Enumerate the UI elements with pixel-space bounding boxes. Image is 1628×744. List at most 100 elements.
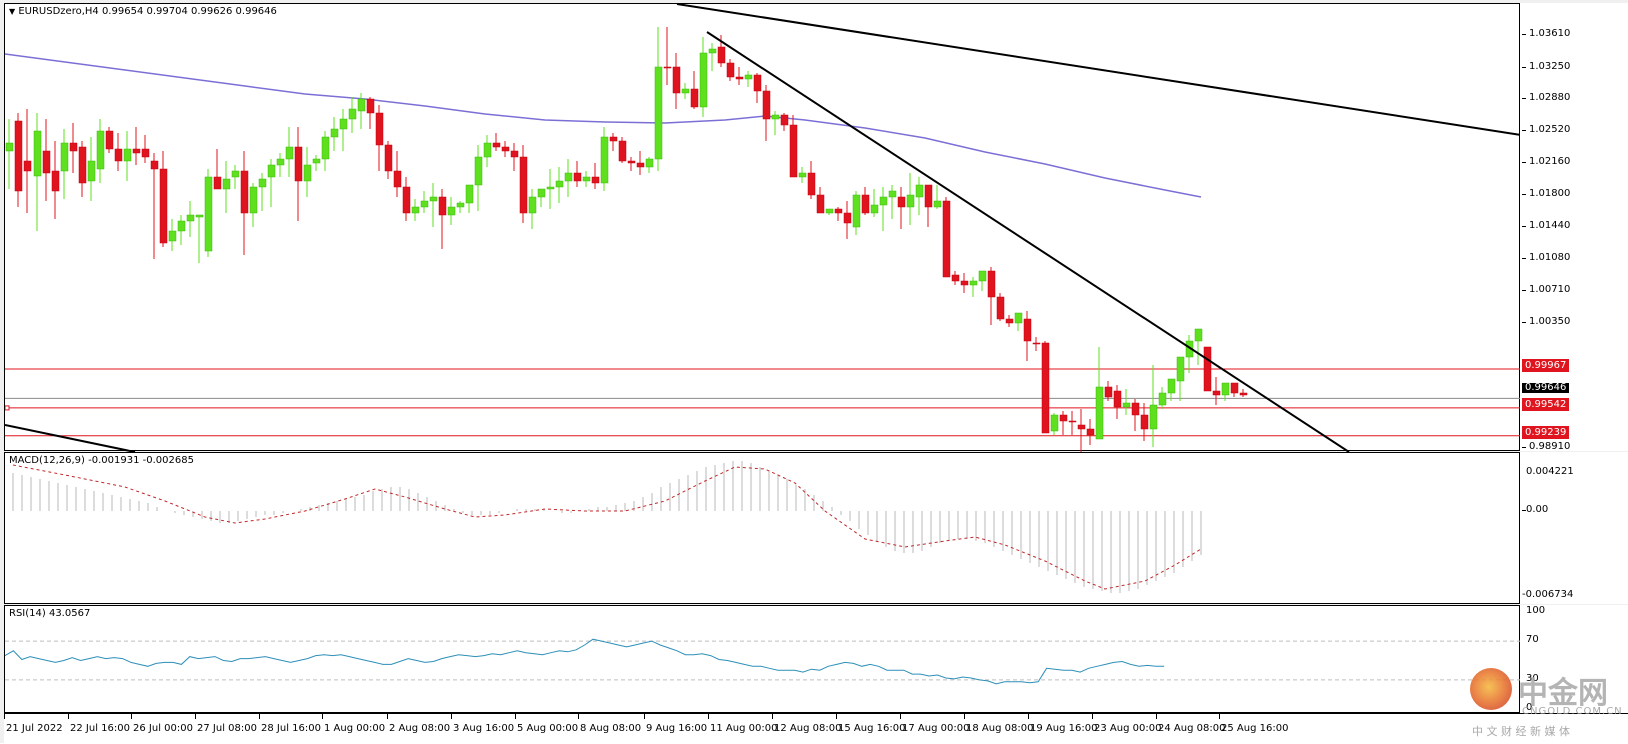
price-tick bbox=[1522, 258, 1526, 259]
bearish-candle bbox=[861, 194, 870, 214]
bearish-candle bbox=[69, 142, 78, 152]
bullish-candle bbox=[87, 160, 96, 182]
bearish-candle bbox=[717, 46, 726, 64]
bullish-candle bbox=[312, 158, 321, 164]
bearish-candle bbox=[1032, 342, 1041, 345]
bullish-candle bbox=[744, 74, 753, 80]
bullish-candle bbox=[654, 66, 663, 160]
time-tick-label: 15 Aug 16:00 bbox=[838, 723, 906, 734]
cngold-logo-icon bbox=[1470, 668, 1512, 710]
time-tick bbox=[772, 714, 773, 719]
time-tick-label: 18 Aug 08:00 bbox=[966, 723, 1034, 734]
bearish-candle bbox=[42, 150, 51, 174]
bearish-candle bbox=[690, 88, 699, 108]
price-tick-label: 1.00710 bbox=[1529, 284, 1571, 295]
bullish-candle bbox=[33, 130, 42, 177]
watermark-brand-en: CNGOLD.COM.CN bbox=[1522, 706, 1623, 717]
price-tick-label: 1.02880 bbox=[1529, 92, 1571, 103]
collapse-triangle-icon[interactable]: ▼ bbox=[9, 7, 16, 16]
bearish-candle bbox=[960, 280, 969, 286]
bearish-candle bbox=[393, 170, 402, 188]
bullish-candle bbox=[267, 164, 276, 178]
time-tick-label: 21 Jul 2022 bbox=[6, 723, 63, 734]
current-price-badge: 0.99646 bbox=[1522, 383, 1570, 394]
bearish-candle bbox=[618, 140, 627, 162]
bearish-candle bbox=[105, 130, 114, 150]
bearish-candle bbox=[807, 172, 816, 196]
bearish-candle bbox=[987, 270, 996, 298]
bearish-candle bbox=[1140, 414, 1149, 430]
price-level-badge: 0.99542 bbox=[1522, 397, 1570, 411]
bullish-candle bbox=[195, 214, 204, 218]
time-axis[interactable]: 21 Jul 2022 22 Jul 16:00 26 Jul 00:00 27 Ju… bbox=[4, 713, 1628, 744]
rsi-pane[interactable]: RSI(14) 43.0567 bbox=[4, 605, 1521, 713]
time-tick bbox=[900, 714, 901, 719]
trendline-descending bbox=[706, 31, 1350, 452]
rsi-axis[interactable]: 100 70 30 0 bbox=[1520, 605, 1628, 713]
price-tick bbox=[1522, 226, 1526, 227]
macd-axis[interactable]: 0.004221 0.00 -0.006734 bbox=[1520, 452, 1628, 604]
time-tick-label: 22 Jul 16:00 bbox=[70, 723, 130, 734]
bearish-candle bbox=[114, 148, 123, 162]
bearish-candle bbox=[366, 98, 375, 114]
price-tick bbox=[1522, 34, 1526, 35]
rsi-tick-label: 30 bbox=[1526, 672, 1539, 684]
bearish-candle bbox=[1023, 318, 1032, 342]
bearish-candle bbox=[375, 112, 384, 146]
bullish-candle bbox=[537, 188, 546, 198]
price-tick-label: 1.03610 bbox=[1529, 28, 1571, 39]
bullish-candle bbox=[330, 128, 339, 138]
bearish-candle bbox=[1113, 390, 1122, 408]
bullish-candle bbox=[96, 130, 105, 170]
bullish-candle bbox=[60, 142, 69, 172]
bearish-candle bbox=[51, 170, 60, 192]
bullish-candle bbox=[1176, 356, 1185, 382]
price-tick-label: 1.03250 bbox=[1529, 61, 1571, 72]
bearish-candle bbox=[1005, 318, 1014, 324]
time-tick bbox=[259, 714, 260, 719]
price-tick-label: 1.01080 bbox=[1529, 252, 1571, 263]
price-tick-label: 1.01800 bbox=[1529, 188, 1571, 199]
rsi-tick-label: 70 bbox=[1526, 634, 1539, 646]
time-tick bbox=[836, 714, 837, 719]
bullish-candle bbox=[258, 178, 267, 188]
bearish-candle bbox=[789, 124, 798, 178]
time-tick bbox=[1156, 714, 1157, 719]
bullish-candle bbox=[420, 200, 429, 208]
time-tick bbox=[1219, 714, 1220, 719]
bearish-candle bbox=[663, 66, 672, 69]
bullish-candle bbox=[645, 158, 654, 168]
watermark-brand-cn: 中金网 bbox=[1518, 676, 1608, 711]
bullish-candle bbox=[825, 208, 834, 214]
time-tick bbox=[708, 714, 709, 719]
bullish-candle bbox=[969, 280, 978, 286]
watermark-tagline: 中 文 财 经 新 媒 体 bbox=[1472, 725, 1570, 738]
price-tick-label: 1.02160 bbox=[1529, 156, 1571, 167]
bullish-candle bbox=[870, 204, 879, 214]
bullish-candle bbox=[186, 214, 195, 222]
macd-pane[interactable]: MACD(12,26,9) -0.001931 -0.002685 bbox=[4, 452, 1520, 604]
time-tick bbox=[322, 714, 323, 719]
price-tick-label: 1.01440 bbox=[1529, 220, 1571, 231]
moving-average-line bbox=[5, 53, 1202, 198]
bearish-candle bbox=[510, 150, 519, 158]
bullish-candle bbox=[276, 158, 285, 166]
time-tick-label: 24 Aug 08:00 bbox=[1158, 723, 1226, 734]
time-tick bbox=[4, 714, 5, 719]
time-tick bbox=[644, 714, 645, 719]
bearish-candle bbox=[942, 200, 951, 278]
price-axis[interactable]: 1.03610 1.03250 1.02880 1.02520 1.02160 1.018… bbox=[1520, 3, 1628, 452]
bearish-candle bbox=[1131, 402, 1140, 416]
macd-tick bbox=[1522, 510, 1526, 511]
bullish-candle bbox=[888, 190, 897, 198]
bullish-candle bbox=[168, 230, 177, 242]
cngold-watermark: 中金网 CNGOLD.COM.CN 中 文 财 经 新 媒 体 bbox=[1470, 668, 1623, 743]
price-chart-pane[interactable]: ▼ EURUSDzero,H4 0.99654 0.99704 0.99626 … bbox=[4, 3, 1521, 452]
bullish-candle bbox=[339, 118, 348, 130]
time-tick-label: 3 Aug 16:00 bbox=[453, 723, 515, 734]
price-tick-label: 1.00350 bbox=[1529, 316, 1571, 327]
bullish-candle bbox=[771, 114, 780, 120]
price-tick bbox=[1522, 290, 1526, 291]
bullish-candle bbox=[1095, 386, 1104, 440]
macd-label: MACD(12,26,9) -0.001931 -0.002685 bbox=[9, 455, 194, 466]
